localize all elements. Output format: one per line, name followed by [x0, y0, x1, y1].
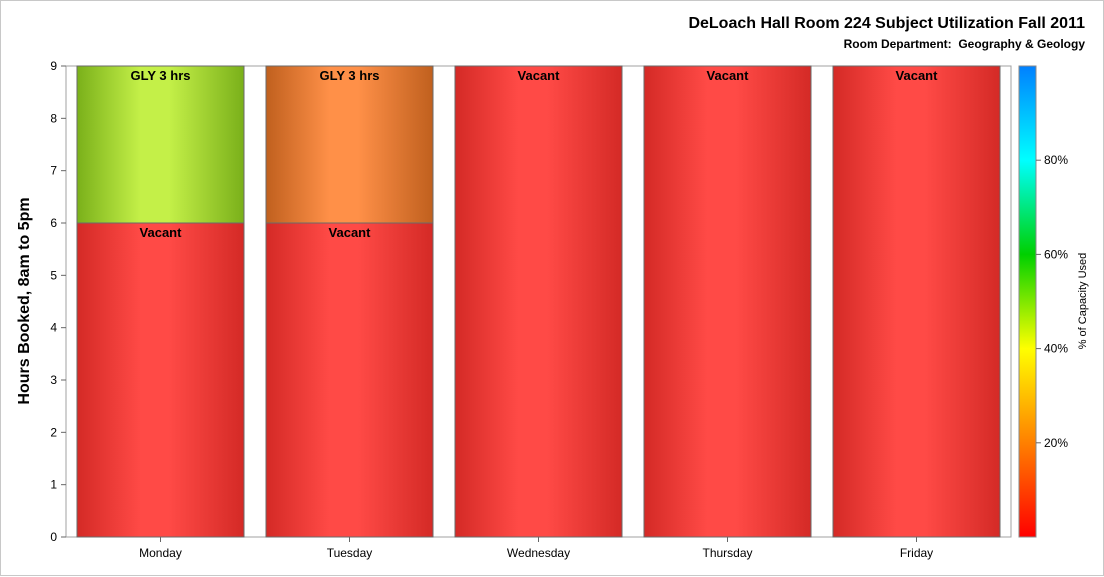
bar-segment-thursday-1 [643, 65, 812, 538]
bar-data-label: Vacant [518, 68, 561, 83]
y-tick-label: 3 [50, 373, 57, 387]
y-tick-label: 8 [50, 111, 57, 125]
bar-data-label: GLY 3 hrs [131, 68, 191, 83]
y-tick-label: 6 [50, 216, 57, 230]
bar-segment-tuesday-1 [265, 222, 434, 538]
bars-layer [76, 65, 1001, 538]
y-tick-label: 9 [50, 59, 57, 73]
y-tick-label: 0 [50, 530, 57, 544]
chart-title: DeLoach Hall Room 224 Subject Utilizatio… [688, 15, 1085, 32]
bar-data-label: Vacant [896, 68, 939, 83]
bar-data-label: GLY 3 hrs [320, 68, 380, 83]
bar-segment-wednesday-1 [454, 65, 623, 538]
colorbar-tick-label: 80% [1044, 153, 1068, 167]
bar-data-label: Vacant [707, 68, 750, 83]
labels-layer: Vacant GLY 3 hrs Vacant GLY 3 hrs Vacant Vaca… [131, 68, 939, 240]
y-tick-label: 7 [50, 164, 57, 178]
y-tick-label: 2 [50, 425, 57, 439]
x-tick-label: Tuesday [327, 546, 373, 560]
bar-data-label: Vacant [140, 225, 183, 240]
bar-segment-monday-2 [76, 65, 245, 224]
colorbar-tick-label: 60% [1044, 247, 1068, 261]
y-tick-label: 4 [50, 321, 57, 335]
x-tick-label: Monday [139, 546, 182, 560]
colorbar-tick-label: 20% [1044, 436, 1068, 450]
colorbar-legend: 20% 40% 60% 80% [1018, 65, 1068, 538]
x-tick-label: Friday [900, 546, 933, 560]
bar-segment-monday-1 [76, 222, 245, 538]
y-tick-label: 5 [50, 268, 57, 282]
colorbar-tick-label: 40% [1044, 342, 1068, 356]
chart-subtitle: Room Department: Geography & Geology [843, 37, 1085, 51]
x-tick-label: Wednesday [507, 546, 570, 560]
y-tick-label: 1 [50, 478, 57, 492]
bar-segment-tuesday-2 [265, 65, 434, 224]
x-tick-label: Thursday [702, 546, 752, 560]
bar-data-label: Vacant [329, 225, 372, 240]
colorbar [1018, 65, 1037, 538]
bar-segment-friday-1 [832, 65, 1001, 538]
